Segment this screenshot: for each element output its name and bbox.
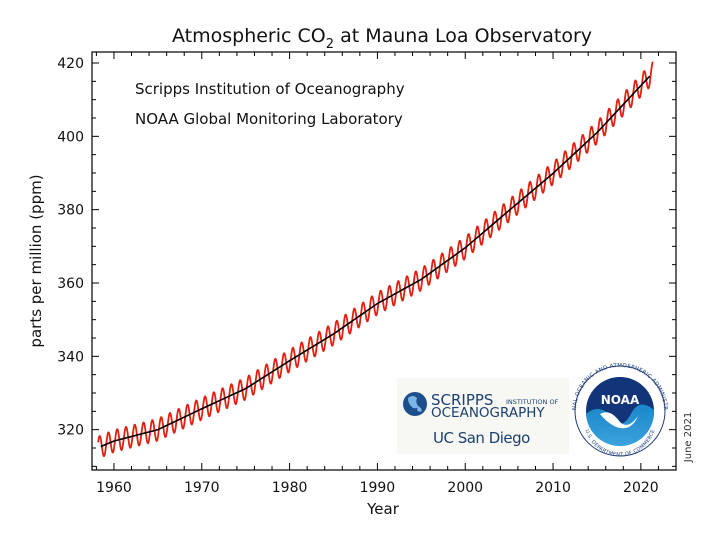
noaa-ring-text: NATIONAL OCEANIC AND ATMOSPHERIC ADMINIS… (0, 0, 668, 410)
y-axis-label: parts per million (ppm) (27, 174, 45, 347)
scripps-ucsd-logo: SCRIPPS INSTITUTION OF OCEANOGRAPHY UC S… (397, 378, 569, 454)
x-tick-label: 1960 (96, 480, 132, 496)
y-tick-label: 340 (57, 349, 84, 365)
x-tick-label: 2020 (623, 480, 659, 496)
data-series (97, 61, 654, 458)
x-tick-label: 2010 (535, 480, 571, 496)
date-note: June 2021 (683, 412, 694, 463)
y-tick-label: 400 (57, 129, 84, 145)
plot-frame (91, 51, 677, 471)
oceanography-wordmark: OCEANOGRAPHY (431, 405, 545, 421)
y-tick-label: 420 (57, 56, 84, 72)
trend-co2-line (100, 75, 651, 448)
scripps-wordmark: SCRIPPS (431, 391, 493, 409)
globe-icon (403, 392, 427, 416)
x-tick-label: 1990 (360, 480, 396, 496)
y-tick-label: 380 (57, 203, 84, 219)
y-tick-label: 360 (57, 276, 84, 292)
ucsd-wordmark: UC San Diego (433, 429, 530, 447)
annotation-noaa: NOAA Global Monitoring Laboratory (135, 110, 403, 128)
x-tick-label: 1970 (184, 480, 220, 496)
axis-ticks: 1960 1970 1980 1990 2000 2010 2020 320 340 360 380… (57, 52, 677, 496)
noaa-wordmark: NOAA (601, 393, 640, 407)
scripps-institution-of: INSTITUTION OF (506, 398, 559, 406)
x-tick-label: 2000 (447, 480, 483, 496)
annotation-scripps: Scripps Institution of Oceanography (135, 80, 405, 98)
x-axis-label: Year (366, 500, 400, 518)
chart-title: Atmospheric CO2 at Mauna Loa Observatory (172, 25, 592, 52)
x-tick-label: 1980 (272, 480, 308, 496)
monthly-co2-line (97, 61, 654, 458)
y-tick-label: 320 (57, 423, 84, 439)
